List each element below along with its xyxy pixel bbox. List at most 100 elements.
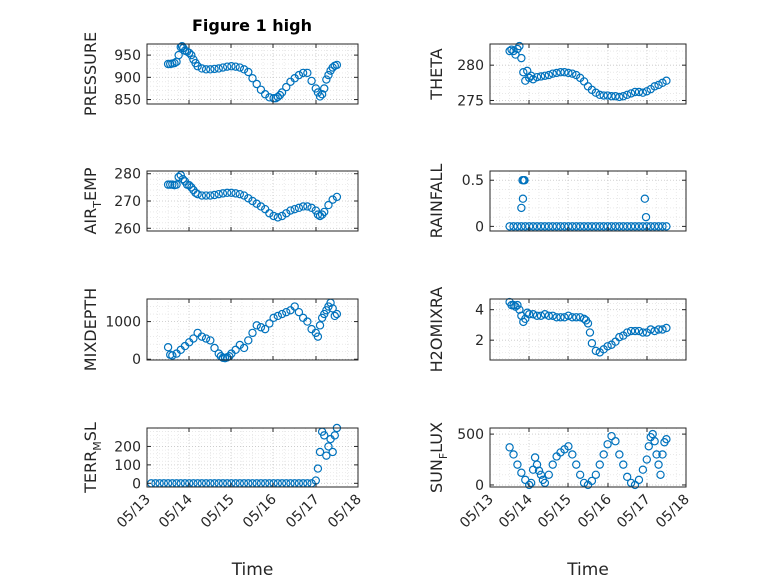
data-point [654, 222, 663, 231]
y-tick-label: 500 [457, 427, 484, 443]
data-point [650, 222, 659, 231]
data-point [579, 222, 589, 231]
data-point [201, 65, 211, 74]
data-point [572, 222, 581, 231]
data-point [303, 202, 312, 211]
y-axis-label: TERRMSL [81, 422, 104, 494]
data-point [210, 343, 219, 353]
data-point [239, 343, 249, 353]
data-point [307, 203, 316, 213]
data-point [275, 90, 285, 100]
axes-box [146, 43, 359, 105]
data-point [222, 62, 232, 71]
data-point [252, 79, 261, 89]
y-tick-label: 0 [132, 352, 141, 368]
data-point [534, 466, 544, 475]
data-point [282, 82, 291, 92]
subplot-8: 0 500 SUNFLUX [427, 422, 687, 494]
data-point [172, 180, 181, 189]
data-point [290, 302, 299, 311]
data-point [324, 200, 333, 210]
data-point [174, 172, 183, 182]
data-point [540, 222, 550, 231]
data-point [227, 62, 236, 71]
data-point [556, 222, 565, 231]
data-point [311, 206, 320, 215]
data-point [652, 450, 661, 459]
subplot-6: 2 4 H2OMIXRA [427, 287, 687, 372]
data-point [332, 192, 342, 202]
axes-box [489, 43, 687, 105]
data-point [619, 92, 628, 101]
data-point [615, 92, 624, 102]
data-point [206, 191, 215, 200]
data-point [244, 194, 253, 203]
data-point [587, 476, 597, 486]
data-point [330, 311, 339, 321]
data-point [583, 222, 593, 231]
y-axis-label: THETA [427, 48, 446, 100]
data-point [540, 71, 550, 80]
data-point [313, 464, 323, 473]
data-point [330, 431, 339, 440]
y-tick-label: 260 [114, 221, 141, 237]
data-point [619, 222, 628, 231]
data-point [197, 64, 207, 73]
data-point [548, 311, 557, 320]
data-point [328, 195, 337, 204]
y-axis-label: RAINFALL [427, 164, 446, 239]
data-point [197, 332, 207, 341]
data-point [201, 191, 211, 200]
y-tick-label: 200 [114, 439, 141, 455]
data-point [623, 222, 632, 231]
data-point [658, 450, 667, 459]
data-point [654, 460, 663, 469]
data-point [599, 450, 608, 459]
data-point [630, 222, 640, 231]
data-point [320, 431, 329, 440]
data-point [521, 222, 530, 231]
data-point [630, 87, 640, 97]
data-point [611, 92, 620, 101]
data-point [528, 310, 538, 319]
data-point [286, 206, 295, 215]
data-point [564, 442, 573, 451]
y-tick-label: 0 [475, 219, 484, 235]
data-point [519, 68, 528, 77]
data-point [634, 475, 644, 485]
data-point [630, 326, 640, 336]
data-point [505, 46, 514, 56]
subplot-5: 0 1000 MIXDEPTH [81, 288, 359, 371]
data-point [317, 90, 327, 99]
data-point [560, 313, 569, 322]
data-point [591, 470, 601, 479]
data-point [187, 183, 196, 192]
data-point [626, 326, 636, 336]
data-point [603, 91, 612, 100]
data-point [163, 342, 173, 352]
data-point [277, 88, 287, 97]
data-point [626, 222, 636, 231]
data-point [170, 58, 179, 68]
data-point [517, 468, 526, 477]
data-point [638, 328, 648, 337]
axes-box [489, 170, 687, 232]
x-axis-label: Time [566, 560, 609, 580]
data-point [505, 222, 514, 231]
data-point [509, 300, 518, 310]
data-point [201, 334, 211, 343]
data-point [315, 321, 325, 330]
y-tick-label: 0 [475, 478, 484, 494]
data-point [517, 53, 526, 63]
data-point [544, 311, 554, 320]
data-point [599, 222, 608, 231]
axes-box [146, 298, 359, 361]
data-point [646, 222, 655, 231]
data-point [239, 191, 249, 200]
data-point [528, 222, 538, 231]
data-point [615, 332, 624, 342]
data-point [654, 325, 663, 334]
y-tick-label: 950 [114, 48, 141, 64]
data-point [248, 74, 257, 83]
data-point [552, 222, 561, 231]
